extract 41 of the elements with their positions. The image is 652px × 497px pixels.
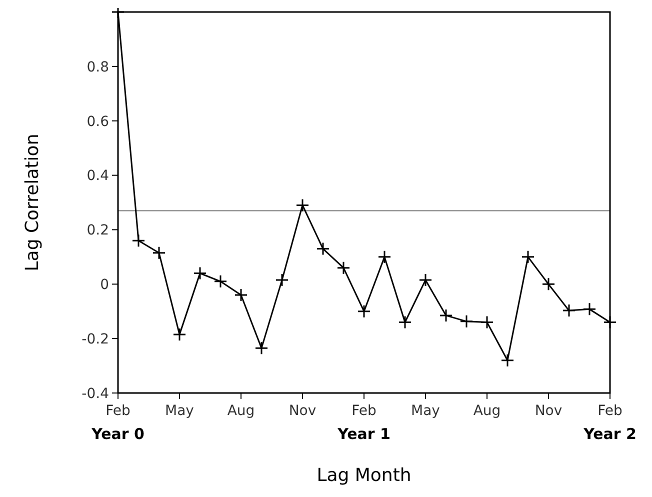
point [234, 288, 248, 302]
point [398, 315, 412, 329]
x-tick-label: May [411, 403, 440, 419]
point [275, 273, 289, 287]
x-tick-label: May [165, 403, 194, 419]
point [132, 234, 146, 248]
x-tick-label: Feb Year 0 [90, 403, 144, 443]
x-tick-label: Nov [534, 403, 562, 419]
x-tick-label: Nov [288, 403, 316, 419]
point [357, 304, 371, 318]
point [172, 328, 186, 342]
x-tick-label: Feb Year 2 [582, 403, 636, 443]
point [500, 354, 514, 368]
point [460, 314, 474, 328]
point [193, 266, 207, 280]
point [336, 261, 350, 275]
y-tick-label: 0.8 [86, 59, 109, 76]
point [542, 277, 556, 291]
point [439, 308, 453, 322]
x-axis-title: Lag Month [316, 465, 412, 486]
y-tick-label: 0 [100, 277, 109, 294]
point [214, 274, 228, 288]
point [254, 341, 268, 355]
point [378, 250, 392, 264]
point [480, 315, 494, 329]
x-tick-label: Feb Year 1 [336, 403, 390, 443]
y-tick-label: 0.6 [86, 114, 110, 130]
y-tick-label: -0.2 [82, 331, 109, 348]
y-tick-label: -0.4 [82, 386, 110, 402]
y-axis-title: Lag Correlation [22, 134, 43, 272]
point [296, 198, 310, 212]
x-tick-label: Aug [473, 403, 501, 419]
point [582, 302, 596, 316]
point [562, 304, 576, 318]
point [316, 242, 330, 256]
point [418, 273, 432, 287]
x-tick-label: Aug [227, 403, 255, 419]
y-tick-label: 0.4 [86, 168, 110, 184]
point [521, 250, 535, 264]
y-tick-label: 0.2 [86, 222, 109, 239]
point [152, 246, 166, 260]
